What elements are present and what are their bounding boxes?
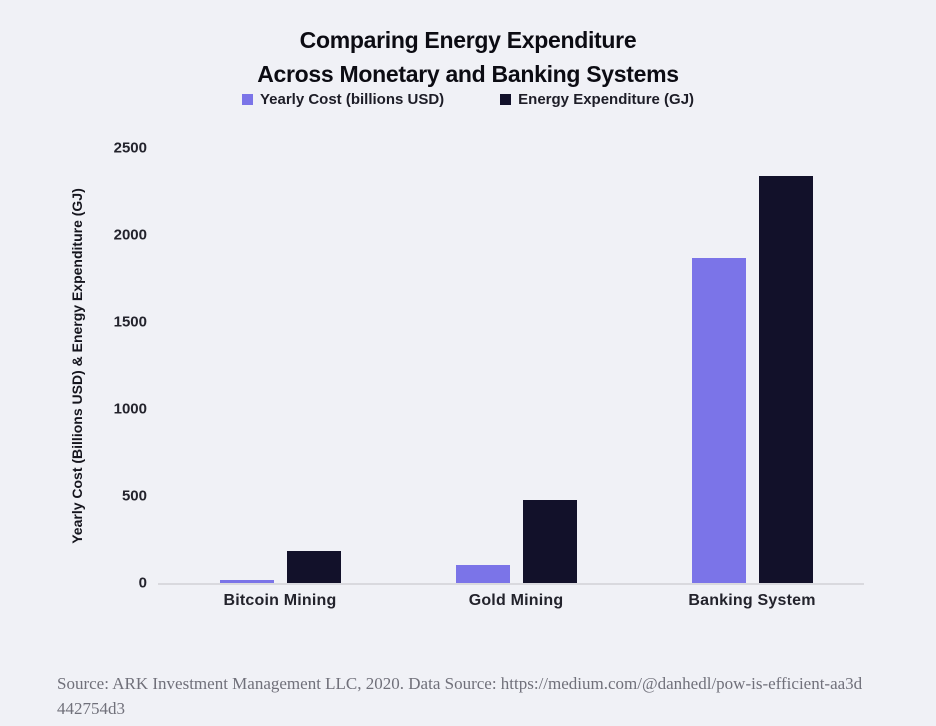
chart-legend: Yearly Cost (billions USD) Energy Expend…: [0, 91, 936, 108]
bar-bitcoin-mining-series-1: [286, 550, 341, 583]
y-tick-label: 1500: [113, 313, 147, 331]
x-axis-line: [158, 583, 864, 585]
x-category-label-banking-system: Banking System: [688, 592, 816, 609]
bar-gold-mining-series-0: [455, 564, 510, 583]
bar-banking-system-series-1: [758, 175, 813, 583]
legend-swatch-yearly-cost-icon: [241, 94, 253, 105]
y-tick-label: 2500: [113, 139, 147, 157]
legend-item-energy-expenditure: Energy Expenditure (GJ): [500, 91, 694, 108]
legend-swatch-energy-expenditure-icon: [500, 94, 512, 105]
y-tick-label: 1000: [113, 400, 147, 418]
y-tick-label: 500: [121, 487, 147, 505]
chart-title-line2: Across Monetary and Banking Systems: [257, 61, 679, 87]
source-text: Source: ARK Investment Management LLC, 2…: [57, 674, 863, 718]
legend-label-yearly-cost: Yearly Cost (billions USD): [259, 91, 445, 108]
chart-title: Comparing Energy Expenditure Across Mone…: [0, 23, 936, 91]
bar-bitcoin-mining-series-0: [219, 580, 274, 583]
x-category-label-gold-mining: Gold Mining: [468, 592, 564, 609]
bar-gold-mining-series-1: [522, 500, 577, 583]
chart-title-line1: Comparing Energy Expenditure: [299, 27, 637, 53]
legend-item-yearly-cost: Yearly Cost (billions USD): [241, 91, 445, 108]
y-tick-label: 0: [138, 574, 147, 592]
y-tick-label: 2000: [113, 226, 147, 244]
bar-banking-system-series-0: [691, 257, 746, 583]
legend-label-energy-expenditure: Energy Expenditure (GJ): [518, 91, 695, 108]
x-category-label-bitcoin-mining: Bitcoin Mining: [223, 592, 337, 609]
